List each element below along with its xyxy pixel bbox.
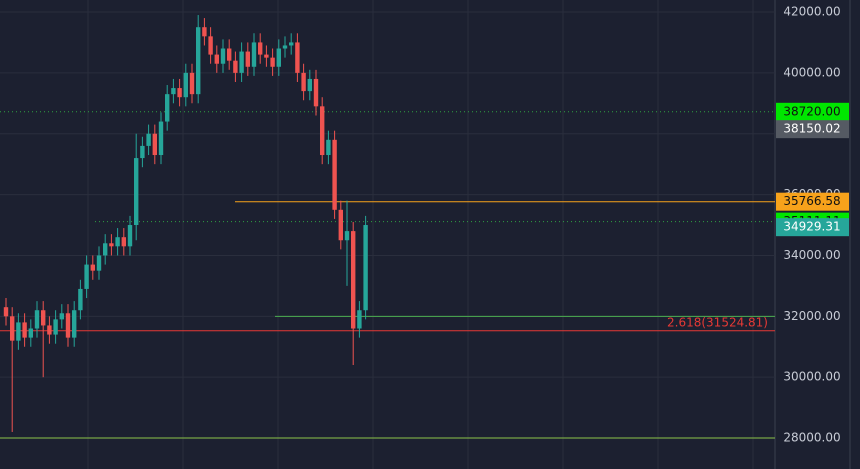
candle-body: [134, 158, 139, 226]
candle-body: [103, 243, 108, 256]
candle-body: [301, 72, 306, 92]
candle-body: [165, 94, 170, 122]
candle-body: [65, 313, 71, 338]
y-tick-label: 30000.00: [783, 370, 840, 384]
candle-body: [84, 264, 89, 289]
price-tag-label: 34929.31: [783, 220, 840, 234]
candle-body: [357, 310, 362, 329]
candle-body: [59, 313, 64, 320]
candle-body: [313, 78, 319, 107]
price-tag-label: 38720.00: [783, 104, 840, 118]
candle-body: [258, 42, 263, 55]
candle-body: [3, 307, 9, 317]
candle-body: [351, 231, 356, 329]
candle-body: [146, 133, 151, 146]
candle-body: [276, 48, 281, 67]
candle-body: [34, 310, 40, 329]
candle-body: [158, 121, 164, 156]
candle-body: [47, 325, 52, 335]
candle-body: [28, 328, 33, 338]
candle-body: [121, 237, 126, 247]
candle-body: [289, 42, 294, 46]
candle-body: [282, 45, 288, 49]
candle-body: [239, 51, 244, 73]
candle-body: [189, 72, 195, 95]
candle-body: [320, 106, 325, 156]
price-tag: [776, 120, 849, 139]
y-tick-label: 28000.00: [783, 431, 840, 445]
y-tick-label: 32000.00: [783, 309, 840, 323]
candle-body: [363, 225, 368, 311]
candle-body: [171, 88, 176, 95]
candle-body: [264, 54, 269, 58]
candle-body: [214, 54, 219, 64]
candle-body: [96, 255, 102, 271]
candle-body: [127, 225, 133, 247]
candle-body: [233, 60, 238, 73]
candle-body: [78, 288, 83, 311]
candle-body: [344, 231, 350, 241]
candle-body: [41, 310, 46, 326]
price-tag: [776, 102, 849, 121]
candle-body: [307, 78, 312, 92]
candle-body: [208, 36, 213, 55]
candle-body: [152, 133, 157, 156]
candle-body: [326, 139, 331, 156]
candle-body: [196, 27, 201, 95]
candle-body: [251, 42, 257, 67]
candle-body: [109, 243, 114, 247]
candle-body: [16, 322, 21, 341]
y-tick-label: 42000.00: [783, 4, 840, 18]
y-tick-label: 40000.00: [783, 65, 840, 79]
candle-body: [202, 27, 207, 37]
candle-body: [53, 319, 58, 335]
candle-body: [115, 237, 120, 247]
price-tag: [776, 192, 849, 211]
price-tag-label: 35766.58: [783, 194, 840, 208]
candle-body: [227, 48, 232, 61]
candle-body: [90, 264, 95, 271]
level-label: 2.618(31524.81): [667, 315, 768, 329]
candle-body: [72, 310, 77, 338]
candle-body: [338, 209, 343, 241]
candle-body: [22, 322, 27, 338]
candle-body: [332, 139, 337, 210]
price-tag-label: 38150.02: [783, 122, 840, 136]
candle-body: [245, 51, 250, 67]
price-tag: [776, 218, 849, 237]
y-tick-label: 34000.00: [783, 248, 840, 262]
candle-body: [295, 42, 300, 73]
candle-body: [177, 88, 182, 98]
candle-body: [220, 48, 226, 64]
candle-body: [140, 145, 145, 159]
candle-body: [10, 316, 15, 341]
candle-body: [270, 57, 275, 67]
candle-body: [183, 72, 188, 98]
